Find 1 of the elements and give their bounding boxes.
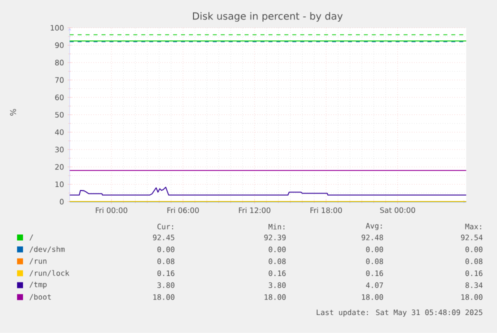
chart-title: Disk usage in percent - by day xyxy=(193,12,343,22)
